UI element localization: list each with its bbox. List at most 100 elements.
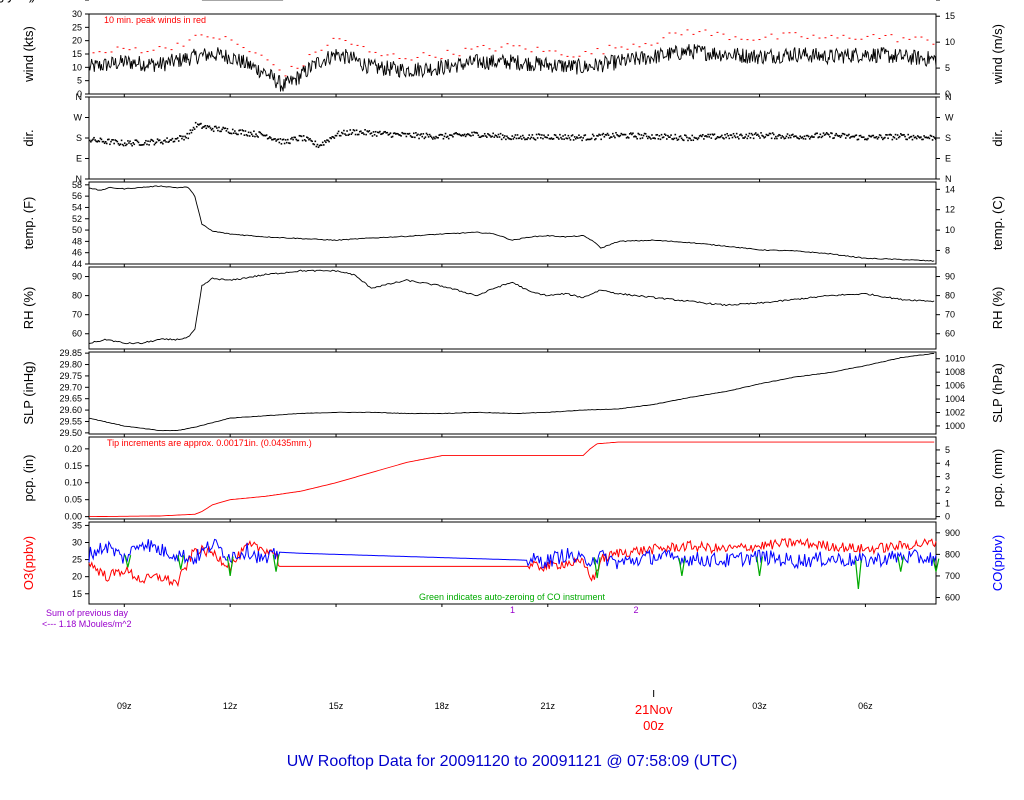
direction-mark: [654, 137, 656, 140]
direction-mark: [409, 135, 412, 137]
direction-mark: [404, 132, 407, 135]
direction-mark: [561, 138, 563, 140]
peak-wind-mark: [476, 46, 479, 48]
direction-mark: [848, 133, 850, 136]
peak-wind-mark: [512, 45, 515, 47]
direction-mark: [277, 138, 280, 141]
direction-mark: [374, 130, 377, 133]
panel-frame: [88, 436, 937, 520]
left-tick-label: 50: [72, 225, 82, 235]
direction-mark: [347, 134, 349, 136]
direction-mark: [720, 135, 722, 138]
direction-mark: [92, 138, 94, 141]
direction-mark: [525, 138, 527, 140]
direction-mark: [286, 138, 289, 141]
peak-wind-mark: [350, 43, 353, 45]
right-tick-label: W: [945, 113, 954, 123]
direction-mark: [340, 131, 343, 134]
direction-mark: [417, 133, 419, 136]
right-tick-label: 1006: [945, 381, 965, 391]
right-tick-label: 0: [945, 89, 950, 99]
direction-mark: [268, 136, 271, 138]
direction-mark: [891, 138, 894, 141]
direction-mark: [290, 138, 292, 140]
direction-mark: [155, 141, 158, 144]
direction-mark: [736, 136, 739, 138]
peak-wind-mark: [614, 47, 617, 49]
right-tick-label: 1002: [945, 407, 965, 417]
peak-wind-mark: [704, 29, 707, 31]
direction-mark: [622, 133, 625, 136]
direction-mark: [480, 135, 483, 138]
direction-mark: [644, 133, 647, 135]
direction-mark: [199, 123, 201, 125]
direction-mark: [106, 138, 109, 141]
peak-wind-mark: [530, 51, 533, 53]
direction-mark: [556, 136, 559, 139]
direction-mark: [294, 136, 296, 139]
peak-wind-mark: [542, 50, 545, 52]
direction-mark: [116, 140, 119, 143]
direction-mark: [406, 132, 409, 135]
direction-mark: [915, 137, 918, 140]
direction-mark: [865, 138, 867, 140]
direction-mark: [574, 137, 577, 140]
direction-mark: [687, 139, 689, 142]
peak-wind-mark: [914, 36, 917, 38]
right-tick-label: 3: [945, 472, 950, 482]
direction-mark: [202, 126, 204, 128]
direction-mark: [869, 135, 871, 138]
peak-wind-mark: [392, 53, 395, 55]
left-tick-label: 14: [72, 0, 82, 2]
direction-mark: [612, 132, 614, 135]
peak-wind-mark: [158, 46, 161, 48]
direction-mark: [501, 134, 504, 136]
direction-mark: [921, 138, 923, 141]
direction-mark: [278, 141, 281, 144]
direction-mark: [730, 134, 733, 136]
peak-wind-mark: [728, 39, 731, 41]
direction-mark: [460, 135, 463, 137]
direction-mark: [296, 139, 299, 142]
direction-mark: [312, 143, 314, 145]
direction-mark: [926, 137, 929, 139]
direction-mark: [243, 134, 246, 136]
peak-wind-mark: [356, 44, 359, 46]
direction-mark: [466, 133, 469, 135]
direction-mark: [473, 131, 475, 134]
direction-mark: [636, 137, 638, 140]
direction-mark: [727, 134, 730, 137]
direction-mark: [608, 137, 611, 139]
direction-mark: [765, 133, 768, 136]
co-autozero-mark: [226, 556, 234, 577]
direction-mark: [832, 137, 834, 140]
direction-mark: [775, 135, 777, 138]
series-aq-o3: [88, 537, 937, 588]
peak-wind-mark: [452, 53, 455, 55]
direction-mark: [614, 136, 616, 139]
peak-wind-mark: [212, 37, 215, 39]
direction-mark: [862, 136, 865, 138]
right-tick-label: 14: [945, 184, 955, 194]
right-tick-label: 50: [945, 0, 955, 2]
direction-mark: [807, 135, 810, 138]
direction-mark: [656, 133, 659, 136]
direction-mark: [354, 133, 357, 136]
peak-wind-mark: [416, 56, 419, 58]
direction-mark: [90, 140, 92, 143]
direction-mark: [139, 144, 142, 146]
direction-mark: [242, 130, 245, 132]
direction-mark: [130, 143, 132, 145]
direction-mark: [770, 137, 773, 140]
direction-mark: [686, 136, 688, 139]
right-axis-label: temp. (C): [990, 196, 1005, 250]
direction-mark: [91, 139, 93, 142]
right-tick-label: 0: [945, 512, 950, 522]
direction-mark: [836, 134, 839, 137]
peak-wind-mark: [176, 42, 179, 44]
direction-mark: [152, 140, 155, 142]
direction-mark: [871, 134, 874, 137]
peak-wind-mark: [554, 50, 557, 52]
